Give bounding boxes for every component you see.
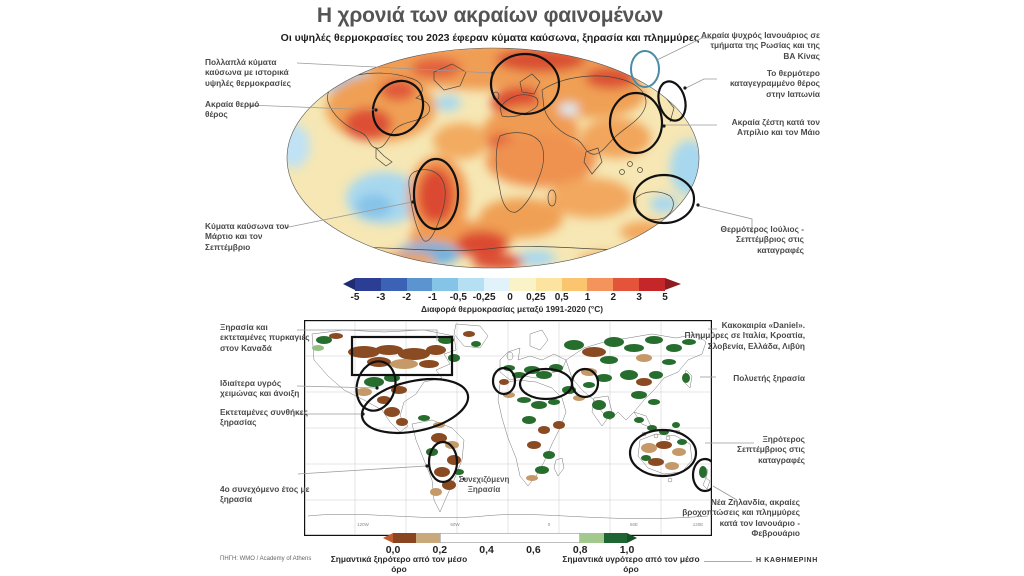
highlight-north-america bbox=[371, 79, 425, 137]
annotation-canada-wildfires: Ξηρασία και εκτεταμένες πυρκαγιές στον Κ… bbox=[220, 322, 310, 353]
annotation-storm-daniel: Κακοκαιρία «Daniel». Πλημμύρες σε Ιταλία… bbox=[684, 320, 805, 351]
annotation-extended-drought: Εκτεταμένες συνθήκες ξηρασίας bbox=[220, 407, 308, 428]
axis-label: 60E bbox=[630, 522, 638, 527]
source-credit: ΠΗΓΗ: WMO / Academy of Athens bbox=[220, 556, 312, 562]
axis-label: 0 bbox=[548, 522, 551, 527]
highlight-australia bbox=[632, 173, 696, 225]
ongoing-drought-line1: Συνεχιζόμενη bbox=[459, 475, 510, 484]
highlight-south-america bbox=[412, 157, 460, 231]
temperature-anomaly-map bbox=[286, 47, 700, 269]
highlight-southern-us bbox=[355, 360, 397, 412]
annotation-extreme-warm-summer: Ακραία θερμό θέρος bbox=[205, 99, 260, 120]
precipitation-scale-ticks: 0,0 0,2 0,4 0,6 0,8 1,0 bbox=[385, 544, 635, 556]
drier-than-average-label: Σημαντικά ξηρότερο από τον μέσο όρο bbox=[330, 554, 468, 574]
annotation-cold-january-russia: Ακραία ψυχρός Ιανουάριος σε τμήματα της … bbox=[701, 30, 820, 61]
brand-rule bbox=[704, 561, 752, 562]
map-border bbox=[286, 47, 700, 269]
highlight-middle-east bbox=[570, 367, 600, 399]
highlight-iberia bbox=[491, 366, 517, 396]
highlight-russia-cold bbox=[630, 50, 660, 88]
highlight-mexico-caribbean bbox=[360, 377, 470, 435]
highlight-europe bbox=[489, 52, 561, 116]
publisher-logo: Η ΚΑΘΗΜΕΡΙΝΗ bbox=[756, 557, 818, 564]
ongoing-drought-label: Συνεχιζόμενη Ξηρασία bbox=[459, 475, 510, 494]
annotation-multiyear-drought: Πολυετής ξηρασία bbox=[733, 373, 805, 383]
page-title: Η χρονιά των ακραίων φαινομένων bbox=[316, 4, 664, 27]
highlight-southern-south-america bbox=[427, 440, 459, 484]
ongoing-drought-line2: Ξηρασία bbox=[468, 485, 501, 494]
annotation-new-zealand-floods: Νέα Ζηλανδία, ακραίες βροχοπτώσεις και π… bbox=[682, 497, 800, 539]
longitude-labels: 120W 60W 0 60E 120E bbox=[357, 522, 703, 527]
temperature-colorbar bbox=[343, 278, 681, 291]
annotation-extreme-heat-apr-may: Ακραία ζέστη κατά τον Απρίλιο και τον Μά… bbox=[731, 117, 820, 138]
highlight-se-asia bbox=[608, 91, 664, 155]
precipitation-colorbar bbox=[383, 533, 638, 543]
temperature-scale-caption: Διαφορά θερμοκρασίας μεταξύ 1991-2020 (°… bbox=[420, 304, 604, 314]
precipitation-scale: 0,0 0,2 0,4 0,6 0,8 1,0 bbox=[383, 533, 638, 556]
highlight-australia bbox=[628, 428, 698, 478]
annotation-warmest-jul-sep: Θερμότερος Ιούλιος - Σεπτέμβριος στις κα… bbox=[720, 224, 804, 255]
precipitation-anomaly-map: 120W 60W 0 60E 120E Συνεχιζόμενη Ξηρασία bbox=[304, 320, 712, 536]
annotation-heatwaves-mar-sep: Κύματα καύσωνα τον Μάρτιο και τον Σεπτέμ… bbox=[205, 221, 290, 252]
drought-marker-dot bbox=[462, 477, 466, 481]
axis-label: 60W bbox=[450, 522, 460, 527]
page-subtitle: Οι υψηλές θερμοκρασίες του 2023 έφεραν κ… bbox=[280, 32, 700, 44]
annotation-driest-september: Ξηρότερος Σεπτέμβριος στις καταγραφές bbox=[737, 434, 805, 465]
highlight-japan bbox=[657, 80, 687, 122]
annotation-wet-winter-spring: Ιδιαίτερα υγρός χειμώνας και άνοιξη bbox=[220, 378, 300, 399]
axis-label: 120W bbox=[357, 522, 370, 527]
annotation-multiple-heatwaves: Πολλαπλά κύματα καύσωνα με ιστορικά υψηλ… bbox=[205, 57, 291, 88]
header: Η χρονιά των ακραίων φαινομένων Οι υψηλέ… bbox=[180, 0, 800, 44]
highlight-new-zealand bbox=[691, 457, 712, 493]
annotation-fourth-drought-year: 4ο συνεχόμενο έτος με ξηρασία bbox=[220, 484, 310, 505]
annotation-warmest-summer-japan: Το θερμότερο καταγεγραμμένο θέρος στην Ι… bbox=[729, 68, 820, 99]
temperature-highlight-circles bbox=[371, 52, 696, 231]
temperature-scale: -5 -3 -2 -1 -0,5 -0,25 0 0,25 0,5 1 2 3 5 Διαφορά θε… bbox=[343, 278, 681, 314]
temperature-scale-ticks: -5 -3 -2 -1 -0,5 -0,25 0 0,25 0,5 1 2 3 5 bbox=[350, 292, 668, 303]
wetter-than-average-label: Σημαντικά υγρότερο από τον μέσο όρο bbox=[562, 554, 700, 574]
axis-label: 120E bbox=[693, 522, 704, 527]
